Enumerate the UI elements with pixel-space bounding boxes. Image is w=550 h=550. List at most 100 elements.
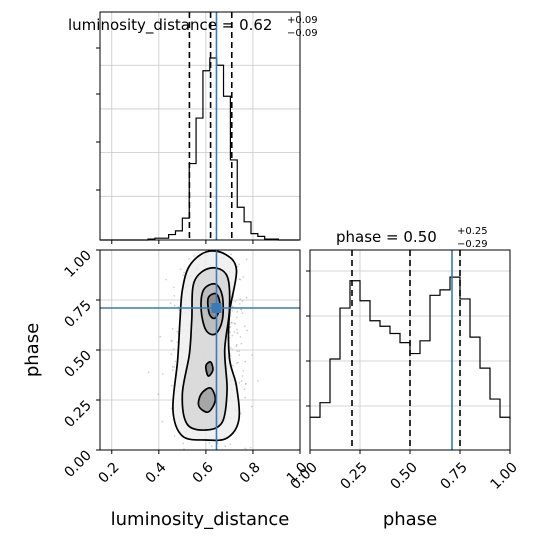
- luminosity-distance-title-minus: −0.09: [287, 28, 318, 39]
- joint-sample-point-560: [229, 331, 231, 334]
- phase-hist-bar-9: [400, 343, 410, 450]
- phase-hist-bar-0: [310, 417, 320, 450]
- joint-sample-point-43: [231, 364, 234, 367]
- phase-hist-bar-17: [480, 368, 490, 450]
- joint-sample-point-39: [236, 328, 238, 331]
- phase-quantile-lines: [351, 250, 461, 450]
- joint-sample-point-468: [230, 253, 233, 256]
- phase-hist-bar-10: [410, 354, 420, 450]
- phase-hist-bar-7: [380, 326, 390, 450]
- joint-sample-point-571: [238, 350, 241, 353]
- phase-hist-bar-6: [370, 321, 380, 450]
- joint-sample-point-518: [208, 441, 211, 444]
- joint-sample-point-708: [171, 340, 174, 343]
- joint-sample-point-222: [239, 278, 242, 281]
- phase-xtick-label-1: 0.25: [337, 460, 370, 493]
- phase-histogram-ticks: 0.00 0.25 0.50 0.75 1.00: [287, 270, 521, 493]
- joint-xtick-label-3: 0.8: [237, 460, 264, 487]
- joint-sample-point-584: [231, 334, 234, 337]
- phase-title-equals: =: [386, 228, 403, 246]
- joint-sample-point-706: [244, 396, 247, 399]
- luminosity-distance-title-median: 0.62: [239, 16, 272, 34]
- phase-title-plus: +0.25: [457, 226, 488, 237]
- joint-sample-point-732: [235, 316, 238, 319]
- ld-hist-bar-21: [244, 222, 251, 240]
- joint-sample-point-721: [210, 445, 213, 448]
- joint-sample-point-159: [176, 330, 179, 333]
- joint-xtick-label-0: 0.2: [96, 460, 123, 487]
- luminosity-distance-title-equals: =: [222, 16, 239, 34]
- phase-axis-label-left: phase: [22, 323, 43, 377]
- joint-sample-point-786: [242, 276, 245, 278]
- ld-hist-bar-10: [169, 235, 176, 240]
- joint-sample-point-218: [241, 312, 244, 315]
- joint-sample-point-315: [241, 300, 244, 303]
- joint-sample-point-598: [170, 407, 173, 410]
- joint-contour-level-1: [181, 266, 231, 431]
- joint-ytick-label-1: 0.25: [61, 398, 94, 431]
- phase-hist-bar-19: [500, 417, 510, 450]
- joint-sample-point-204: [182, 274, 185, 276]
- phase-xtick-label-0: 0.00: [287, 460, 320, 493]
- luminosity-distance-histogram-panel: luminosity_distance = 0.62 +0.09 −0.09: [68, 11, 318, 244]
- joint-sample-point-641: [242, 370, 245, 372]
- joint-sample-point-451: [244, 383, 247, 385]
- joint-sample-point-102: [233, 331, 236, 333]
- joint-sample-point-873: [240, 308, 243, 311]
- joint-sample-point-79: [239, 412, 242, 415]
- joint-sample-point-887: [244, 382, 247, 385]
- joint-sample-point-839: [171, 327, 174, 330]
- joint-sample-point-692: [171, 369, 174, 372]
- joint-sample-point-872: [172, 286, 175, 289]
- joint-sample-point-759: [245, 296, 248, 299]
- luminosity-distance-title-param: luminosity_distance: [68, 16, 217, 35]
- ld-hist-bar-22: [251, 234, 258, 240]
- joint-sample-point-796: [241, 375, 244, 377]
- joint-sample-point-209: [236, 361, 239, 364]
- ld-hist-bar-11: [175, 231, 182, 240]
- phase-panel-title: phase = 0.50: [336, 228, 437, 246]
- phase-hist-bar-11: [420, 341, 430, 450]
- ld-hist-bar-14: [196, 118, 203, 240]
- joint-sample-point-98: [187, 258, 190, 260]
- ld-hist-bar-13: [189, 164, 196, 240]
- joint-sample-point-360: [230, 321, 233, 324]
- phase-title-minus: −0.29: [457, 239, 488, 250]
- joint-sample-point-718: [161, 373, 164, 375]
- joint-sample-point-244: [157, 393, 160, 396]
- luminosity-distance-axis-label: luminosity_distance: [111, 509, 290, 530]
- joint-sample-point-712: [240, 380, 243, 383]
- joint-sample-point-359: [172, 348, 175, 351]
- joint-sample-point-93: [229, 326, 231, 328]
- joint-sample-point-384: [238, 263, 241, 266]
- joint-contour-level-0: [172, 250, 241, 442]
- joint-ytick-label-2: 0.50: [61, 348, 94, 381]
- joint-sample-point-482: [170, 353, 173, 356]
- luminosity-distance-histogram-ticks: [96, 47, 254, 244]
- ld-hist-bar-18: [224, 96, 231, 240]
- joint-sample-point-791: [179, 268, 182, 271]
- phase-axis-label-bottom: phase: [383, 509, 437, 530]
- joint-sample-point-113: [238, 354, 241, 356]
- phase-xtick-label-3: 0.75: [437, 460, 470, 493]
- joint-sample-point-528: [173, 304, 176, 307]
- joint-sample-point-510: [233, 322, 236, 325]
- joint-sample-point-543: [234, 322, 237, 325]
- joint-sample-point-414: [236, 350, 239, 352]
- joint-sample-point-288: [238, 303, 241, 305]
- ld-hist-bar-20: [237, 207, 244, 240]
- phase-hist-bar-1: [320, 403, 330, 450]
- phase-title-param: phase: [336, 228, 381, 246]
- joint-sample-point-257: [174, 360, 177, 363]
- joint-density-panel: 0.2 0.4 0.6 0.8 1.00.000.250.500.751.00 lumi…: [22, 248, 311, 530]
- joint-sample-point-677: [176, 341, 179, 344]
- joint-sample-point-175: [147, 371, 150, 374]
- joint-sample-point-106: [173, 434, 176, 437]
- joint-sample-point-357: [178, 308, 181, 311]
- joint-xtick-label-1: 0.4: [143, 459, 170, 486]
- joint-sample-point-683: [159, 335, 162, 338]
- phase-hist-bar-15: [460, 299, 470, 450]
- joint-ytick-label-4: 1.00: [61, 248, 94, 281]
- luminosity-distance-histogram-bars: [100, 57, 300, 241]
- joint-sample-point-84: [231, 309, 234, 312]
